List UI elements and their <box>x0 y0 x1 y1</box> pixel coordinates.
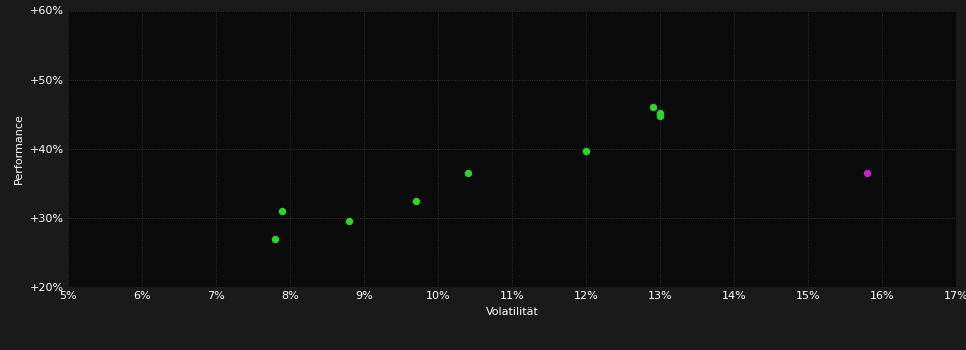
Point <box>460 170 475 176</box>
Point <box>268 236 283 241</box>
Point <box>408 198 423 203</box>
Point <box>579 148 594 154</box>
Point <box>274 208 290 214</box>
Point <box>645 104 661 110</box>
Point <box>341 218 356 224</box>
Point <box>652 113 668 119</box>
Y-axis label: Performance: Performance <box>14 113 24 184</box>
Point <box>652 110 668 116</box>
Point <box>860 170 875 176</box>
X-axis label: Volatilität: Volatilität <box>486 307 538 317</box>
